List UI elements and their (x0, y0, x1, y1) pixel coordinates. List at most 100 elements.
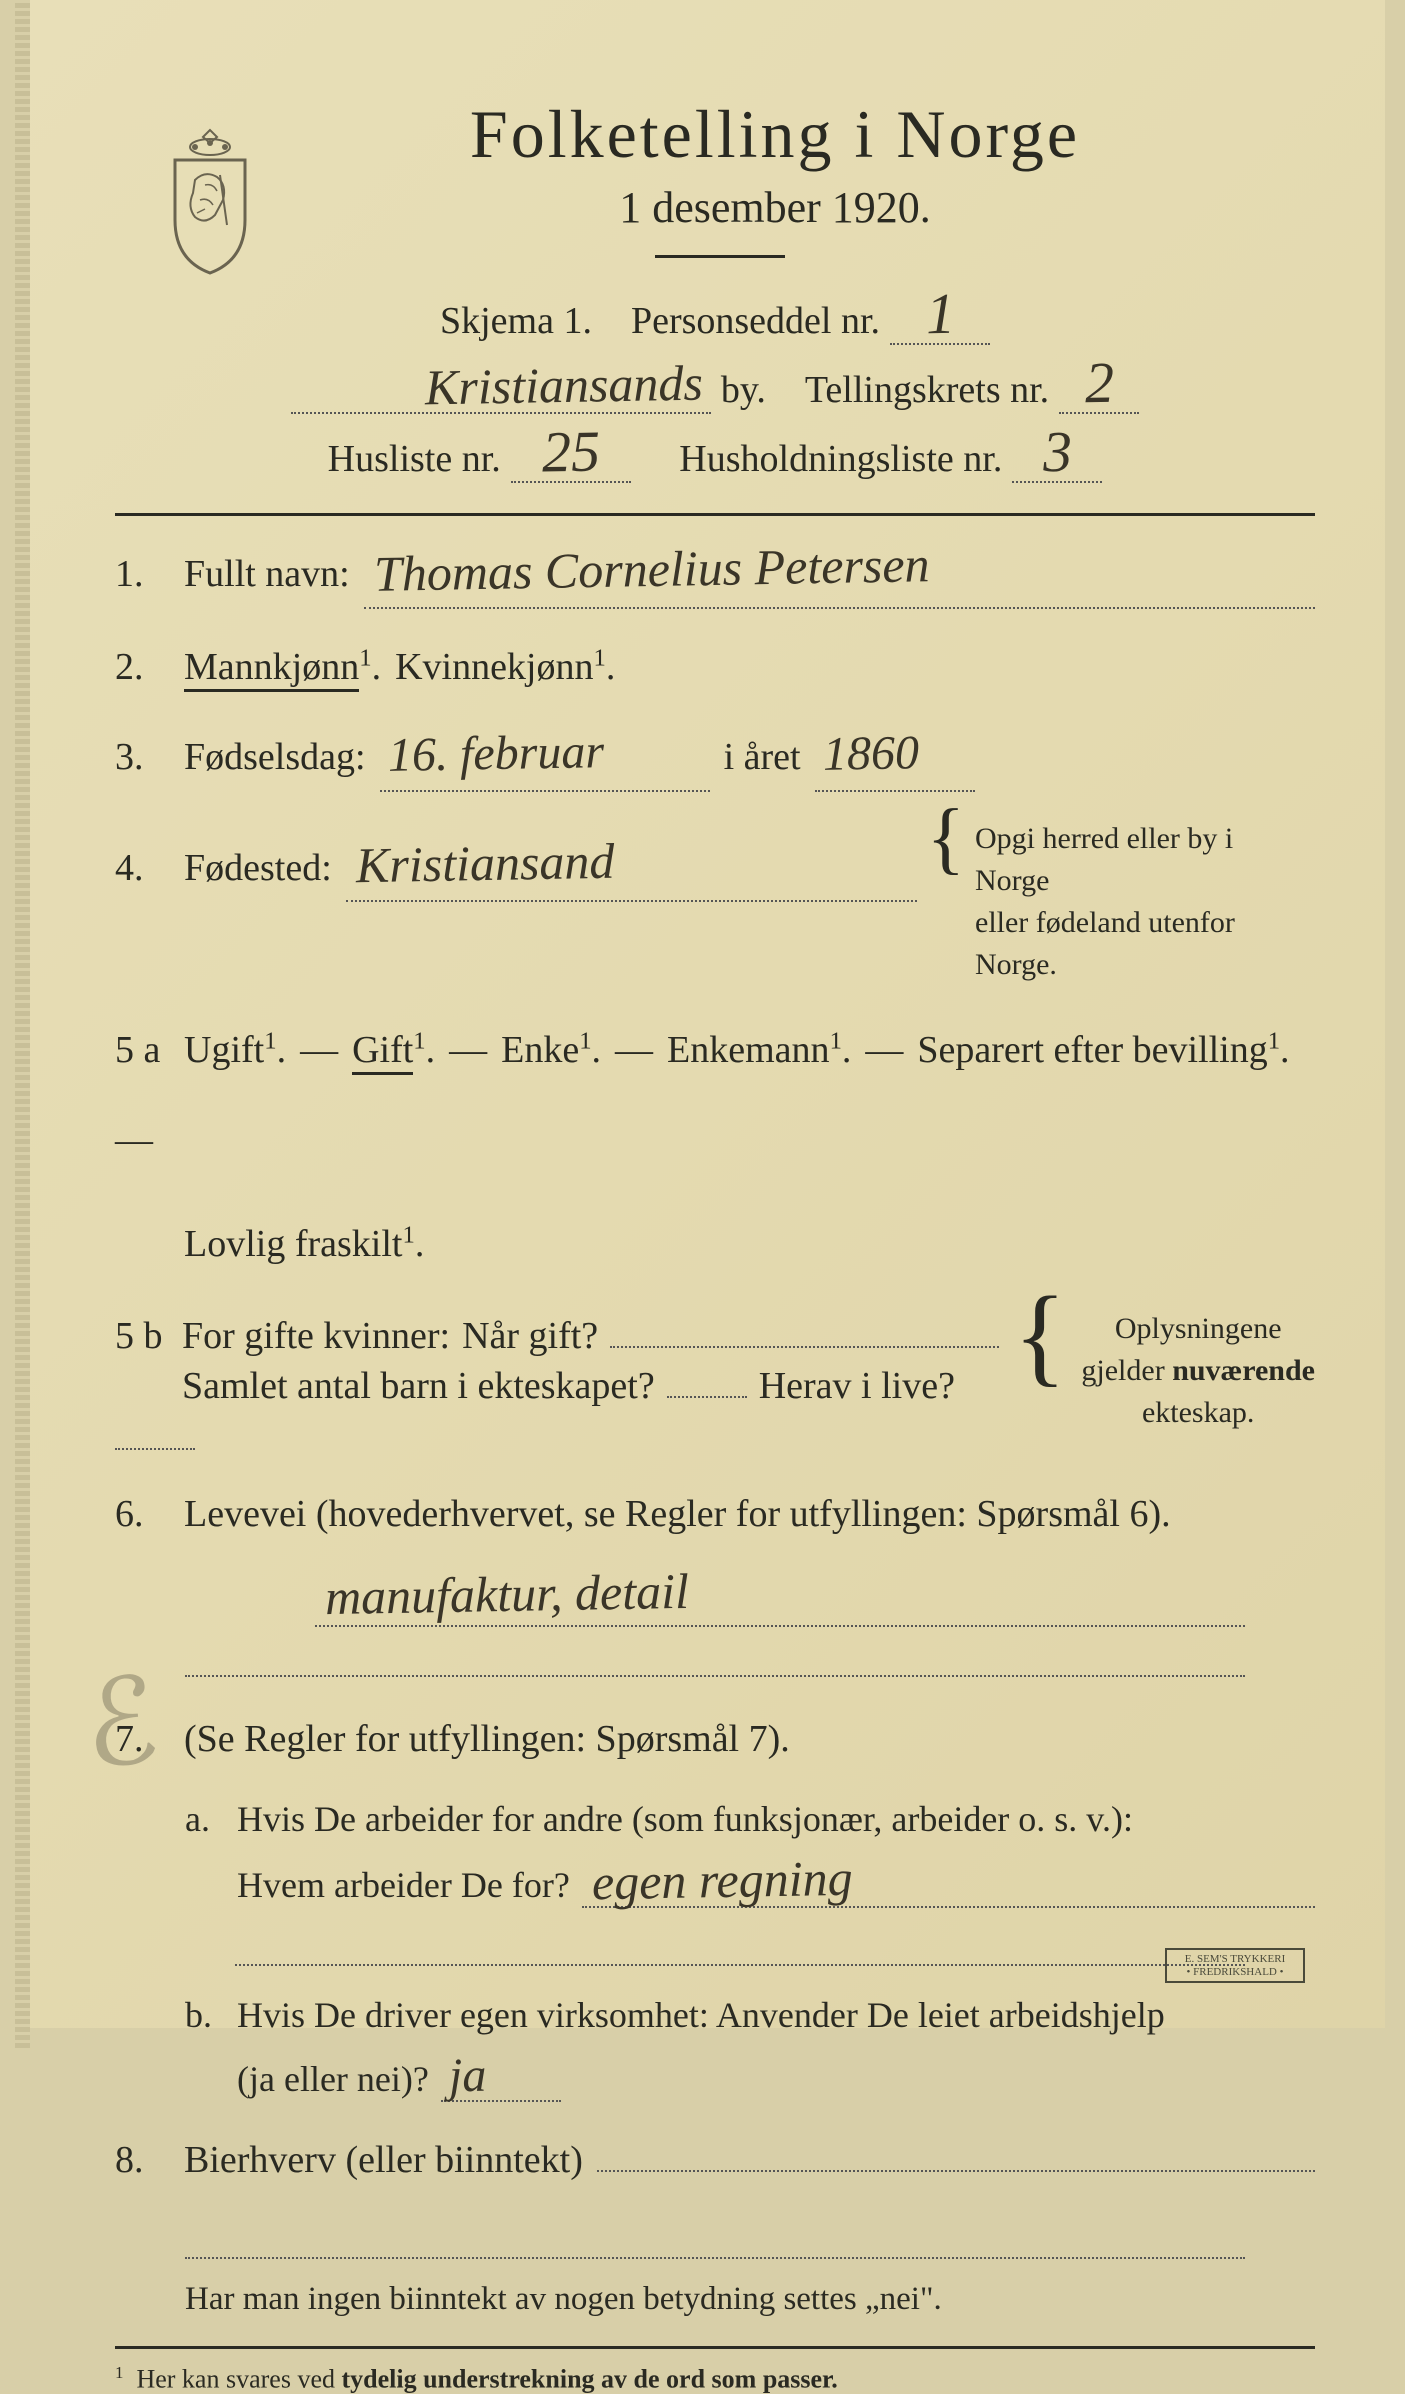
document-title: Folketelling i Norge (235, 95, 1315, 174)
q8-row: 8. Bierhverv (eller biinntekt) (115, 2128, 1315, 2193)
q5b-note-2: gjelder nuværende (1081, 1350, 1315, 1392)
q8-note: Har man ingen biinntekt av nogen betydni… (185, 2281, 1315, 2318)
header: Folketelling i Norge 1 desember 1920. (115, 95, 1315, 258)
q1-label: Fullt navn: (184, 542, 350, 607)
q7a-text2: Hvem arbeider De for? (237, 1864, 570, 1906)
q5b-nargift: Når gift? (462, 1314, 598, 1358)
q5a-separert: Separert efter bevilling1. (917, 1012, 1289, 1088)
by-value: Kristiansands (425, 361, 704, 411)
q6-value: manufaktur, detail (325, 1569, 690, 1620)
q7b-row: b. Hvis De driver egen virksomhet: Anven… (185, 1994, 1315, 2036)
husliste-label: Husliste nr. (328, 437, 501, 481)
q5a-enke: Enke1. (501, 1012, 601, 1088)
q7-label: (Se Regler for utfyllingen: Spørsmål 7). (184, 1707, 790, 1772)
q5b-num: 5 b (115, 1314, 170, 1358)
q1-field: Thomas Cornelius Petersen (364, 542, 1315, 609)
q5b-row: 5 b For gifte kvinner: Når gift? Samlet … (115, 1308, 1315, 1456)
q7a-text1: Hvis De arbeider for andre (som funksjon… (237, 1798, 1133, 1840)
q4-note: Opgi herred eller by i Norge eller fødel… (975, 818, 1315, 986)
q7a-field: egen regning (582, 1858, 1315, 1908)
meta-block: Skjema 1. Personseddel nr. 1 Kristiansan… (115, 288, 1315, 483)
footnote: 1 Her kan svares ved tydelig understrekn… (115, 2363, 1315, 2394)
by-field: Kristiansands (291, 363, 711, 414)
q5a-ugift: Ugift1. (184, 1012, 286, 1088)
brace-icon: { (927, 818, 965, 858)
husholdningsliste-nr: 3 (1042, 426, 1072, 479)
q7-row: 7. (Se Regler for utfyllingen: Spørsmål … (115, 1707, 1315, 1772)
q2-mann: Mannkjønn1. (184, 635, 381, 700)
by-label: by. (721, 368, 766, 412)
section-divider (115, 513, 1315, 516)
q5a-num: 5 a (115, 1012, 170, 1088)
q5b-herav: Herav i live? (759, 1364, 955, 1408)
q3-year-label: i året (724, 725, 801, 790)
coat-of-arms-icon (155, 125, 265, 275)
q7b-field: ja (441, 2054, 561, 2102)
personseddel-nr: 1 (925, 288, 955, 341)
husliste-nr: 25 (541, 425, 600, 478)
husliste-field: 25 (511, 426, 631, 483)
q7b-value: ja (449, 2054, 487, 2098)
meta-line-3: Husliste nr. 25 Husholdningsliste nr. 3 (115, 426, 1315, 483)
q5a-enkemann: Enkemann1. (667, 1012, 851, 1088)
husholdningsliste-label: Husholdningsliste nr. (679, 437, 1002, 481)
q6-num: 6. (115, 1482, 170, 1547)
printer-stamp: E. SEM'S TRYKKERI • FREDRIKSHALD • (1165, 1948, 1305, 1983)
q4-note-1: Opgi herred eller by i Norge (975, 818, 1315, 902)
q5a-gift: Gift1. (352, 1012, 435, 1088)
q4-num: 4. (115, 836, 170, 901)
q1-row: 1. Fullt navn: Thomas Cornelius Petersen (115, 542, 1315, 609)
q1-value: Thomas Cornelius Petersen (373, 542, 929, 597)
stamp-line2: • FREDRIKSHALD • (1167, 1966, 1303, 1979)
q7a-num: a. (185, 1798, 225, 1840)
q7a-row2: Hvem arbeider De for? egen regning (185, 1858, 1315, 1908)
q3-day-field: 16. februar (380, 725, 710, 792)
q8-field-2 (185, 2219, 1245, 2259)
document-page: Folketelling i Norge 1 desember 1920. Sk… (30, 0, 1385, 2028)
footnote-rule (115, 2346, 1315, 2349)
q7b-row2: (ja eller nei)? ja (185, 2054, 1315, 2102)
q2-row: 2. Mannkjønn1. Kvinnekjønn1. (115, 635, 1315, 700)
q5b-note: Oplysningene gjelder nuværende ekteskap. (1081, 1308, 1315, 1434)
q8-num: 8. (115, 2128, 170, 2193)
q5b-samlet: Samlet antal barn i ekteskapet? (182, 1364, 655, 1408)
q4-field: Kristiansand (346, 836, 917, 903)
q4-note-2: eller fødeland utenfor Norge. (975, 902, 1315, 986)
personseddel-nr-field: 1 (890, 288, 990, 345)
q7a-field-2 (235, 1926, 1245, 1966)
pencil-mark-icon: ℰ (79, 1651, 163, 1796)
q2-num: 2. (115, 635, 170, 700)
q4-value: Kristiansand (355, 839, 614, 889)
q3-label: Fødselsdag: (184, 725, 366, 790)
q7b-text2: (ja eller nei)? (237, 2058, 429, 2100)
meta-line-1: Skjema 1. Personseddel nr. 1 (115, 288, 1315, 345)
q6-field: manufaktur, detail (315, 1572, 1245, 1627)
q4-row: 4. Fødested: Kristiansand { Opgi herred … (115, 818, 1315, 986)
q5b-note-1: Oplysningene (1081, 1308, 1315, 1350)
q5b-samlet-field (667, 1368, 747, 1398)
q5b-label: For gifte kvinner: (182, 1314, 450, 1358)
meta-line-2: Kristiansands by. Tellingskrets nr. 2 (115, 357, 1315, 414)
q7a-value: egen regning (591, 1856, 852, 1906)
skjema-label: Skjema 1. (440, 299, 592, 343)
tellingskrets-label: Tellingskrets nr. (805, 368, 1049, 412)
q3-year-value: 1860 (822, 731, 919, 776)
q7b-text1: Hvis De driver egen virksomhet: Anvender… (237, 1994, 1165, 2036)
tellingskrets-field: 2 (1059, 357, 1139, 414)
q5a-lovlig: Lovlig fraskilt1. (184, 1206, 424, 1282)
q3-year-field: 1860 (815, 725, 975, 792)
q3-day-value: 16. februar (387, 730, 604, 777)
q1-num: 1. (115, 542, 170, 607)
q5b-nargift-field (610, 1318, 998, 1348)
personseddel-label: Personseddel nr. (631, 299, 880, 343)
q3-num: 3. (115, 725, 170, 790)
header-rule (655, 255, 785, 258)
q5b-note-3: ekteskap. (1081, 1392, 1315, 1434)
q8-field (597, 2132, 1315, 2172)
perforation-edge (15, 0, 30, 2048)
q7b-num: b. (185, 1994, 225, 2036)
q7a-row: a. Hvis De arbeider for andre (som funks… (185, 1798, 1315, 1840)
q6-row: 6. Levevei (hovederhvervet, se Regler fo… (115, 1482, 1315, 1547)
stamp-line1: E. SEM'S TRYKKERI (1167, 1953, 1303, 1966)
q2-kvinne: Kvinnekjønn1. (395, 635, 615, 700)
